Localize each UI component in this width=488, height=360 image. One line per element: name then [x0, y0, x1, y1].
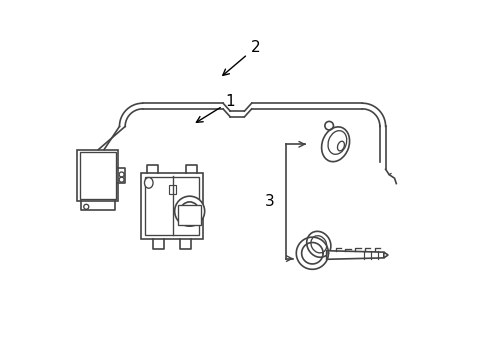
Polygon shape: [326, 251, 383, 259]
Ellipse shape: [337, 141, 344, 151]
Ellipse shape: [327, 131, 346, 154]
Circle shape: [186, 208, 193, 215]
Ellipse shape: [306, 231, 330, 257]
Text: 2: 2: [223, 40, 260, 75]
Bar: [178, 205, 201, 225]
Text: 3: 3: [264, 194, 274, 209]
Text: 1: 1: [196, 94, 235, 122]
Bar: [77, 150, 118, 202]
Polygon shape: [383, 252, 387, 258]
Bar: [80, 153, 115, 199]
Ellipse shape: [310, 236, 326, 253]
Circle shape: [180, 202, 199, 220]
Ellipse shape: [321, 127, 349, 162]
Circle shape: [174, 196, 204, 226]
Bar: [141, 173, 203, 239]
Bar: [168, 185, 175, 194]
Bar: [145, 177, 199, 235]
Ellipse shape: [144, 177, 153, 188]
